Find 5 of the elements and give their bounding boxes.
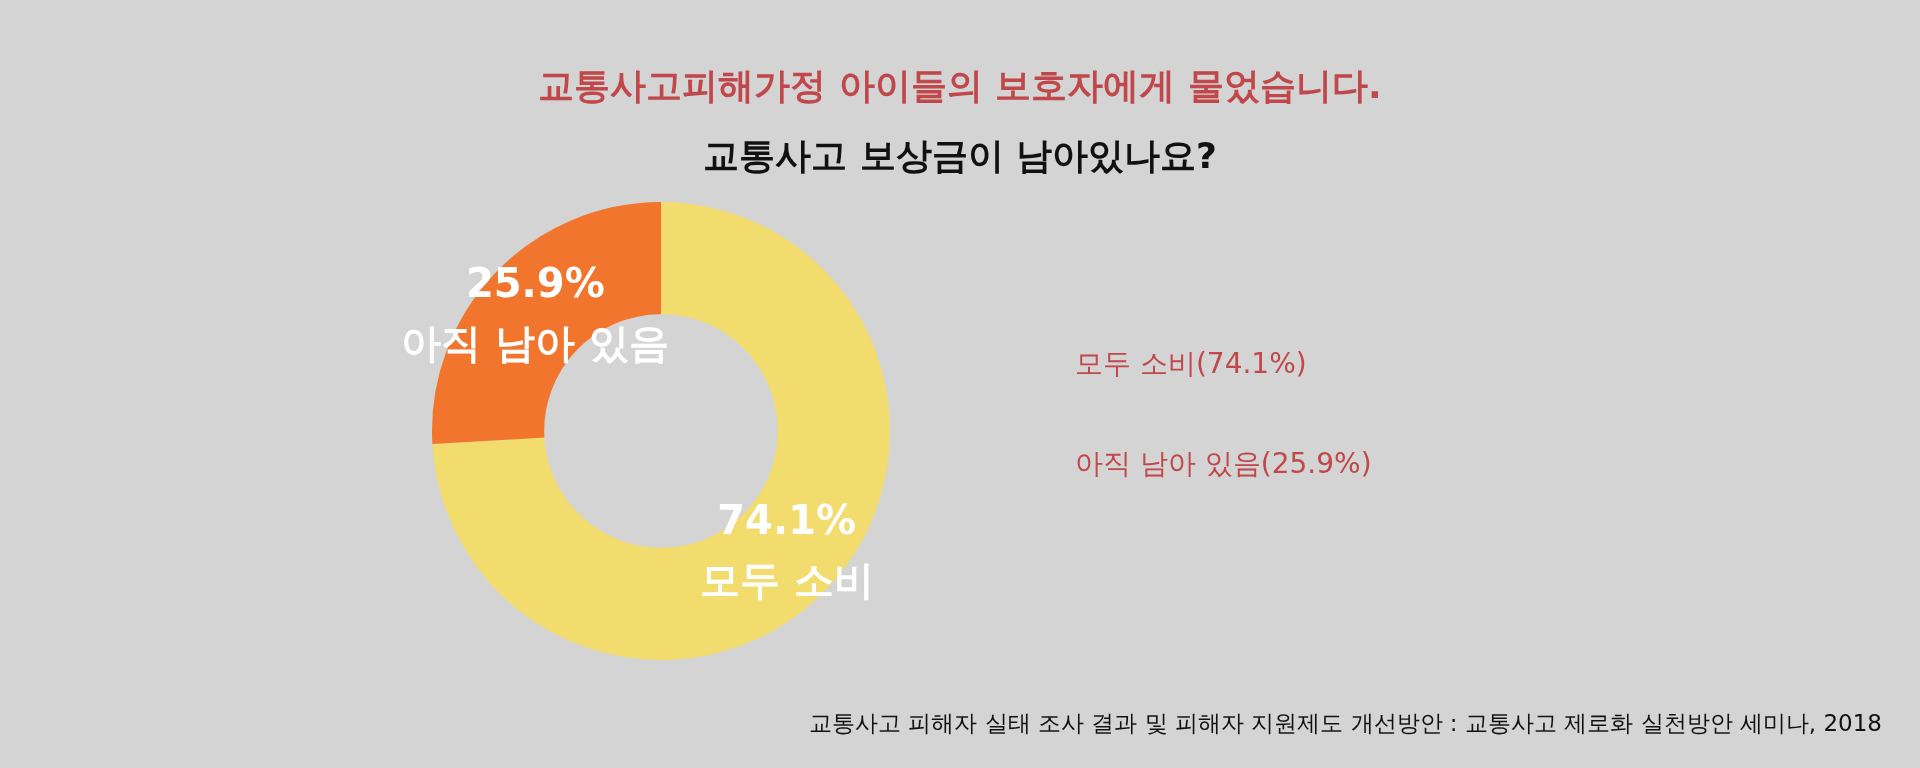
chart-subtitle: 교통사고 보상금이 남아있나요?: [702, 134, 1218, 178]
text: 모두 소비(74.1%): [1075, 346, 1308, 382]
text: 교통사고 피해자 실태 조사 결과 및 피해자 지원제도 개선방안 : 교통사고 제로화 실천방안 세미나, 2018: [809, 709, 1882, 738]
chart-title: 교통사고피해가정 아이들의 보호자에게 물었습니다.: [537, 64, 1383, 108]
text: 아직 남아 있음(25.9%): [1075, 446, 1372, 482]
